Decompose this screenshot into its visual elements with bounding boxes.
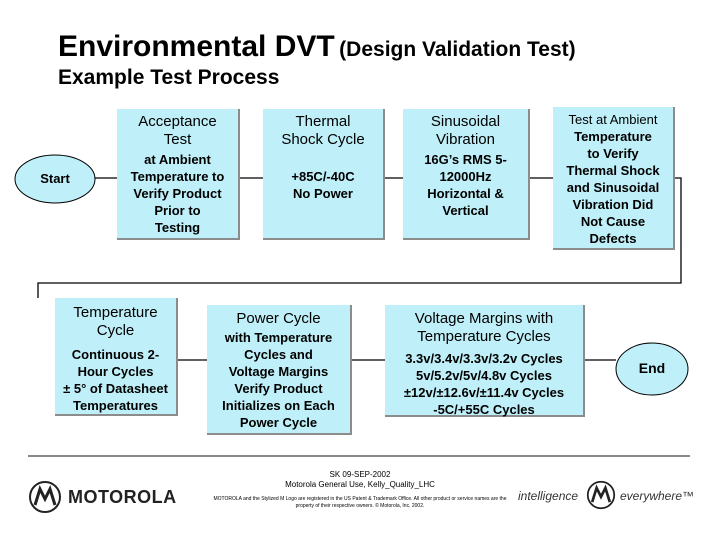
step-detail: Testing xyxy=(154,220,201,235)
step-detail: Initializes on Each xyxy=(222,398,335,413)
step-detail: Hour Cycles xyxy=(77,364,154,379)
step-detail: -5C/+55C Cycles xyxy=(433,402,535,417)
step-detail: 5v/5.2v/5v/4.8v Cycles xyxy=(416,368,552,383)
title-sub: (Design Validation Test) xyxy=(339,38,576,61)
step-heading: Temperature Cycles xyxy=(417,328,551,345)
step-heading: Voltage Margins with xyxy=(414,310,554,327)
step-test-at-ambient: Test at Ambient Temperature to Verify Th… xyxy=(553,107,675,250)
step-thermal-shock: Thermal Shock Cycle +85C/-40C No Power xyxy=(263,109,385,240)
footer-date-line: SK 09-SEP-2002 xyxy=(329,470,391,479)
tagline-intelligence: intelligence xyxy=(518,489,579,503)
step-heading: Test at Ambient xyxy=(568,112,658,127)
step-detail: Verify Product xyxy=(133,186,222,201)
step-sinusoidal-vibration: Sinusoidal Vibration 16G’s RMS 5- 12000H… xyxy=(403,109,530,240)
step-heading: Vibration xyxy=(436,131,495,148)
start-terminal xyxy=(14,154,96,204)
step-detail: Temperature to xyxy=(130,169,225,184)
step-detail: Temperatures xyxy=(72,398,158,413)
footer-legal-text: MOTOROLA and the Stylized M Logo are reg… xyxy=(213,496,507,509)
end-label: End xyxy=(638,360,666,376)
motorola-wordmark: MOTOROLA xyxy=(68,487,177,507)
tagline-everywhere: everywhere™ xyxy=(620,489,695,503)
page-subtitle: Example Test Process xyxy=(58,66,280,89)
step-detail: to Verify xyxy=(587,146,639,161)
step-heading: Shock Cycle xyxy=(281,131,365,148)
step-detail: ±12v/±12.6v/±11.4v Cycles xyxy=(403,385,565,400)
step-detail: Prior to xyxy=(154,203,201,218)
step-heading: Test xyxy=(163,131,192,148)
step-heading: Temperature xyxy=(73,304,158,321)
end-terminal xyxy=(615,342,689,396)
step-voltage-margins: Voltage Margins with Temperature Cycles … xyxy=(385,305,585,417)
step-detail: Voltage Margins xyxy=(228,364,329,379)
step-detail: Thermal Shock xyxy=(566,163,660,178)
step-detail: ± 5° of Datasheet xyxy=(63,381,168,396)
motorola-m-icon xyxy=(586,480,616,510)
footer-owner-line: Motorola General Use, Kelly_Quality_LHC xyxy=(285,480,435,489)
step-detail: at Ambient xyxy=(144,152,211,167)
step-heading: Sinusoidal xyxy=(430,113,501,130)
step-heading: Thermal xyxy=(295,113,351,130)
step-detail: with Temperature xyxy=(224,330,333,345)
step-power-cycle: Power Cycle with Temperature Cycles and … xyxy=(207,305,352,435)
step-detail: Verify Product xyxy=(234,381,323,396)
step-detail: Power Cycle xyxy=(239,415,318,430)
step-detail: Temperature xyxy=(574,129,652,144)
page-title: Environmental DVT (Design Validation Tes… xyxy=(58,30,576,64)
step-detail: Cycles and xyxy=(244,347,313,362)
step-detail: Horizontal & xyxy=(427,186,504,201)
step-heading: Acceptance xyxy=(138,113,217,130)
step-detail: Continuous 2- xyxy=(71,347,160,362)
motorola-logo-icon xyxy=(29,481,61,513)
title-main: Environmental DVT xyxy=(58,30,335,63)
step-detail: No Power xyxy=(293,186,353,201)
step-detail: 16G’s RMS 5- xyxy=(424,152,507,167)
step-acceptance-test: Acceptance Test at Ambient Temperature t… xyxy=(117,109,240,240)
step-detail: Defects xyxy=(589,231,637,246)
step-detail: 12000Hz xyxy=(439,169,492,184)
step-detail: +85C/-40C xyxy=(291,169,355,184)
step-detail: Not Cause xyxy=(580,214,646,229)
step-detail: 3.3v/3.4v/3.3v/3.2v Cycles xyxy=(405,351,563,366)
step-heading: Power Cycle xyxy=(236,310,321,327)
footer-meta: SK 09-SEP-2002 Motorola General Use, Kel… xyxy=(270,470,450,490)
step-detail: and Sinusoidal xyxy=(566,180,660,195)
step-heading: Cycle xyxy=(96,322,135,339)
start-label: Start xyxy=(40,171,70,186)
step-temperature-cycle: Temperature Cycle Continuous 2- Hour Cyc… xyxy=(55,298,178,416)
connector-ambient-temperature xyxy=(37,177,682,298)
step-detail: Vibration Did xyxy=(572,197,654,212)
step-detail: Vertical xyxy=(442,203,489,218)
